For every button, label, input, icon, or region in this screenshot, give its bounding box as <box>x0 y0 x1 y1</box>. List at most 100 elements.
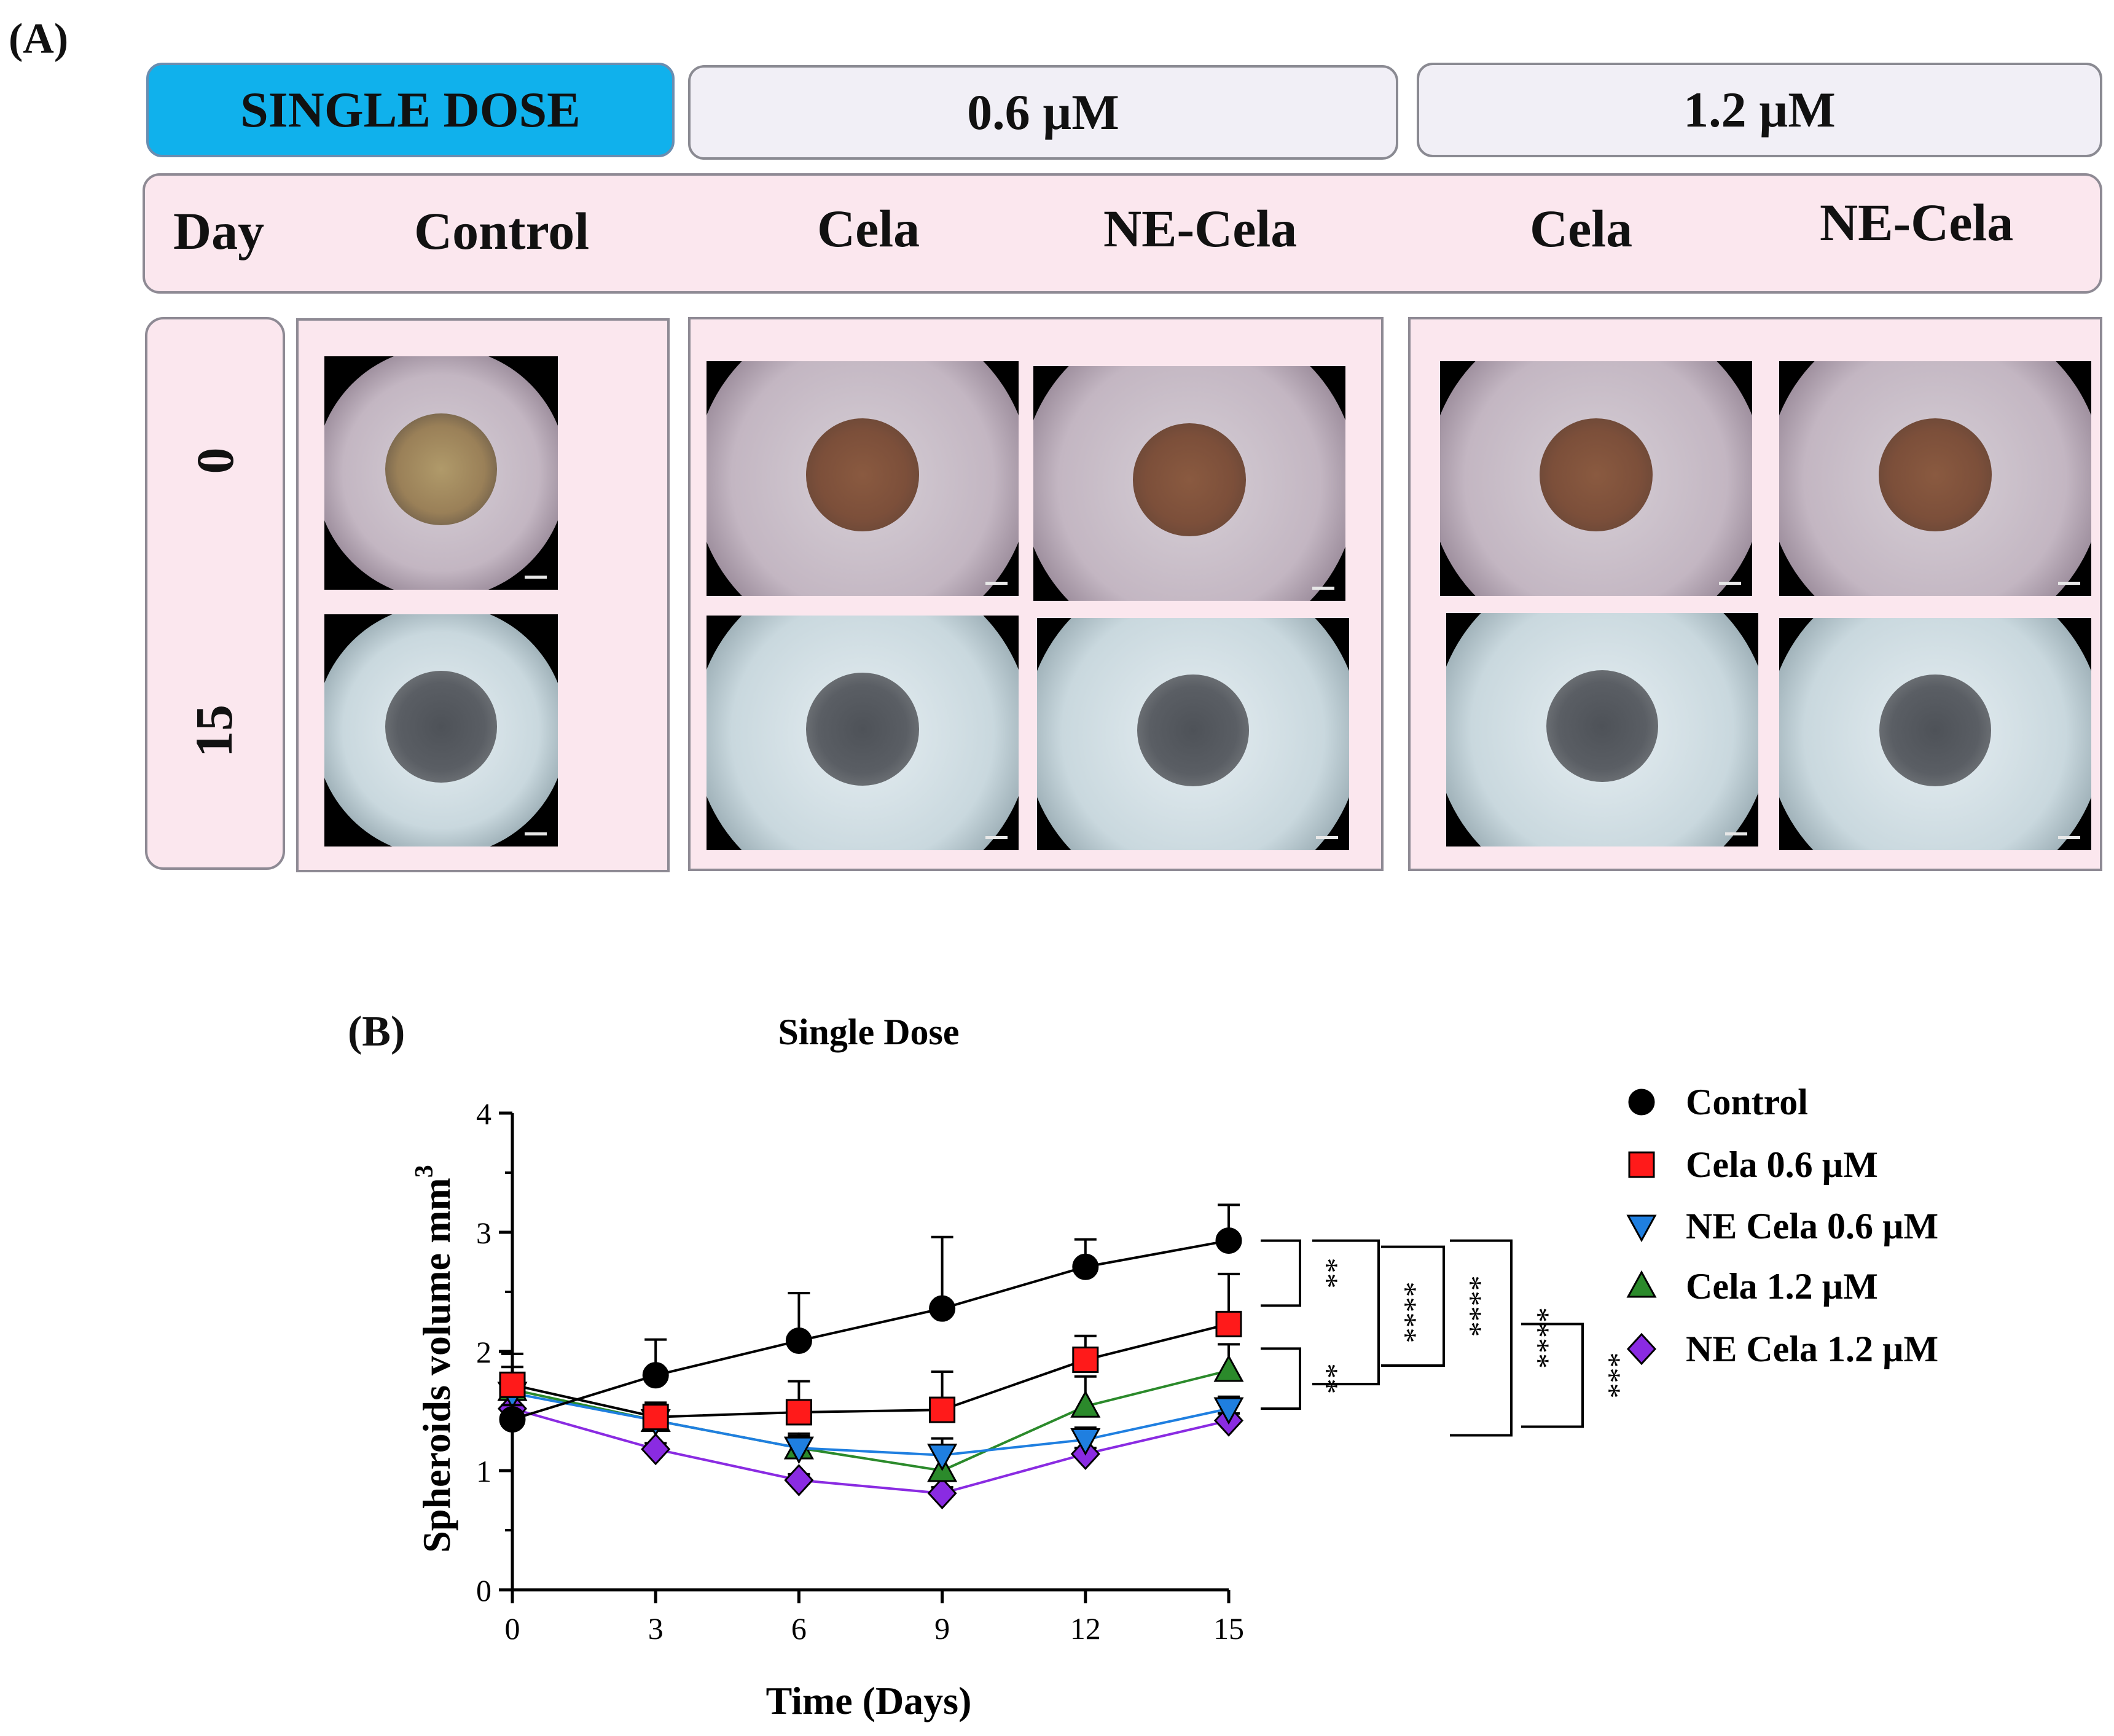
series-control <box>499 1203 1242 1433</box>
data-point <box>785 1327 812 1355</box>
scale-bar <box>1316 836 1338 839</box>
legend-label: Cela 1.2 µM <box>1686 1266 1878 1307</box>
data-point <box>1215 1310 1242 1337</box>
spheroid <box>1137 674 1249 786</box>
data-point <box>1072 1253 1099 1280</box>
data-point <box>1070 1428 1101 1456</box>
x-tick-label: 6 <box>791 1611 807 1646</box>
y-axis-label-text: Spheroids volume mm <box>415 1178 458 1552</box>
legend-marker <box>1626 1270 1657 1298</box>
legend-label: NE Cela 1.2 µM <box>1686 1329 1938 1369</box>
y-tick-label: 3 <box>476 1216 491 1250</box>
chart-legend: Control Cela 0.6 µM NE Cela 0.6 µM Cela 1.2… <box>1626 1082 1938 1369</box>
data-point <box>642 1404 669 1431</box>
cela-12-day15-image <box>1446 613 1758 846</box>
data-point <box>785 1399 812 1426</box>
significance-label: **** <box>1522 1307 1556 1369</box>
data-point <box>499 1371 526 1398</box>
significance-bracket: ** <box>1261 1239 1345 1307</box>
y-axis-label-superscript: 3 <box>410 1165 439 1178</box>
bracket-line <box>1261 1347 1301 1410</box>
data-point <box>1215 1227 1242 1254</box>
series-line <box>512 1391 1229 1456</box>
data-point <box>1213 1354 1244 1382</box>
header-0-6-um: 0.6 µM <box>688 65 1398 160</box>
significance-label: **** <box>1389 1281 1423 1343</box>
data-point <box>499 1406 526 1433</box>
bracket-line <box>1521 1323 1584 1428</box>
cela-12-day0-image <box>1440 361 1752 596</box>
col-cela-12: Cela <box>1530 199 1633 258</box>
cela-06-day0-image <box>707 361 1019 596</box>
scale-bar <box>985 836 1008 839</box>
legend-label: Control <box>1686 1082 1808 1122</box>
y-axis-label: Spheroids volume mm3 <box>410 1165 458 1552</box>
col-ne-cela-12: NE-Cela <box>1820 193 2014 252</box>
data-point <box>642 1362 669 1389</box>
series-cela-0-6-m <box>499 1272 1242 1431</box>
data-point <box>927 1444 958 1471</box>
legend-item: Cela 1.2 µM <box>1626 1266 1878 1307</box>
chart-series <box>497 1203 1244 1510</box>
ne-cela-12-day15-image <box>1779 618 2091 850</box>
scale-bar <box>2058 836 2080 839</box>
bracket-line <box>1381 1245 1445 1367</box>
legend-label: NE Cela 0.6 µM <box>1686 1206 1938 1246</box>
y-tick-label: 4 <box>476 1097 491 1131</box>
chart-title: Single Dose <box>778 1012 959 1052</box>
panel-b-label: (B) <box>348 1008 405 1055</box>
spheroid <box>806 418 919 531</box>
col-day: Day <box>173 201 265 260</box>
significance-bracket: *** <box>1521 1323 1627 1428</box>
ne-cela-06-day0-image <box>1033 366 1345 601</box>
bracket-line <box>1312 1239 1380 1386</box>
significance-bracket: **** <box>1381 1245 1489 1367</box>
spheroid <box>1540 418 1653 531</box>
legend-item: Cela 0.6 µM <box>1628 1144 1878 1185</box>
scale-bar <box>525 576 547 579</box>
y-tick-label: 1 <box>476 1454 491 1488</box>
data-point <box>641 1433 671 1466</box>
scale-bar <box>525 832 547 835</box>
legend-marker <box>1626 1332 1657 1366</box>
legend-marker <box>1626 1214 1657 1243</box>
y-tick-label: 2 <box>476 1335 491 1369</box>
data-point <box>1213 1397 1244 1425</box>
x-axis-label: Time (Days) <box>766 1679 972 1722</box>
spheroid <box>1879 418 1992 531</box>
control-day15-image <box>324 614 558 846</box>
data-point <box>1070 1390 1101 1418</box>
legend-marker <box>1628 1089 1655 1116</box>
spheroid <box>1133 423 1246 536</box>
control-day0-image <box>324 356 558 590</box>
x-tick-label: 15 <box>1213 1611 1244 1646</box>
panel-a-label: (A) <box>9 15 69 63</box>
legend-label: Cela 0.6 µM <box>1686 1144 1878 1185</box>
column-header-bar: Day Control Cela NE-Cela Cela NE-Cela <box>143 173 2102 294</box>
bracket-line <box>1450 1239 1513 1437</box>
col-control: Control <box>414 201 590 260</box>
series-ne-cela-0-6-m <box>497 1377 1244 1471</box>
scale-bar <box>985 582 1008 585</box>
scale-bar <box>1725 832 1747 835</box>
col-cela-06: Cela <box>817 199 920 258</box>
header-single-dose: SINGLE DOSE <box>146 63 675 157</box>
spheroid <box>385 413 498 526</box>
spheroid <box>1546 670 1659 783</box>
series-line <box>512 1323 1229 1418</box>
significance-label: *** <box>1593 1352 1627 1398</box>
series-line <box>512 1239 1229 1421</box>
ne-cela-12-day0-image <box>1779 361 2091 596</box>
significance-label: ** <box>1310 1363 1345 1394</box>
legend-item: Control <box>1628 1082 1808 1122</box>
data-point <box>929 1295 956 1322</box>
y-tick-label: 0 <box>476 1573 491 1608</box>
significance-label: **** <box>1454 1275 1489 1337</box>
significance-bracket: **** <box>1450 1239 1556 1437</box>
data-point <box>929 1396 956 1423</box>
x-tick-label: 3 <box>648 1611 664 1646</box>
spheroid <box>1879 674 1991 786</box>
scale-bar <box>1312 587 1334 590</box>
